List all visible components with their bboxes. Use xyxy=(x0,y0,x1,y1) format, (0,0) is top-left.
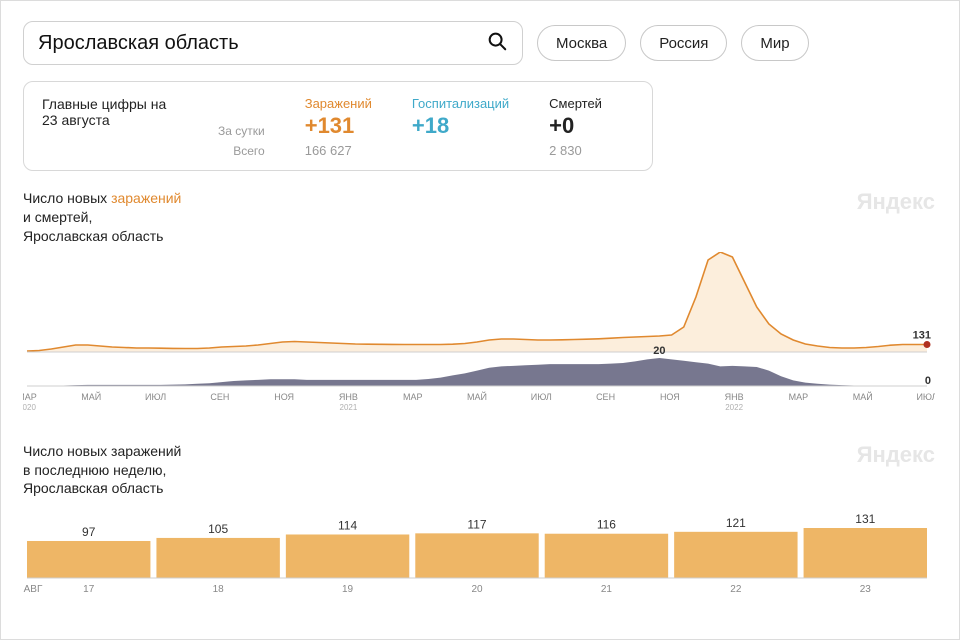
filter-pill-moscow[interactable]: Москва xyxy=(537,25,626,61)
stats-panel: Главные цифры на 23 августа За сутки Все… xyxy=(23,81,653,171)
svg-text:121: 121 xyxy=(726,516,746,530)
watermark-1: Яндекс xyxy=(857,189,935,215)
svg-text:114: 114 xyxy=(338,519,357,533)
stats-title-1: Главные цифры на xyxy=(42,96,202,112)
stat-total-deaths: 2 830 xyxy=(549,143,602,158)
svg-text:131: 131 xyxy=(855,512,875,526)
svg-text:МАЙ: МАЙ xyxy=(467,391,487,402)
svg-text:131: 131 xyxy=(913,329,931,341)
svg-text:97: 97 xyxy=(82,525,96,539)
row-label-total: Всего xyxy=(218,144,265,158)
stat-daily-infections: +131 xyxy=(305,113,372,139)
svg-text:105: 105 xyxy=(208,522,228,536)
svg-text:23: 23 xyxy=(860,584,872,595)
svg-text:МАЙ: МАЙ xyxy=(853,391,873,402)
svg-text:2022: 2022 xyxy=(725,403,743,412)
svg-text:ИЮЛ: ИЮЛ xyxy=(145,392,166,402)
svg-text:0: 0 xyxy=(925,375,931,387)
svg-text:2020: 2020 xyxy=(23,403,36,412)
svg-text:21: 21 xyxy=(601,584,613,595)
stat-label-infections: Заражений xyxy=(305,96,372,111)
svg-text:17: 17 xyxy=(83,584,95,595)
stat-label-deaths: Смертей xyxy=(549,96,602,111)
svg-text:19: 19 xyxy=(342,584,354,595)
svg-text:20: 20 xyxy=(471,584,483,595)
region-search[interactable]: Ярославская область xyxy=(23,21,523,65)
bar-chart-title: Число новых заражений в последнюю неделю… xyxy=(23,442,937,499)
stat-daily-deaths: +0 xyxy=(549,113,602,139)
timeline-chart: 1 747131200МАРМАЙИЮЛСЕННОЯЯНВМАРМАЙИЮЛСЕ… xyxy=(23,252,937,422)
svg-text:18: 18 xyxy=(213,584,225,595)
svg-text:НОЯ: НОЯ xyxy=(274,392,294,402)
filter-pill-russia[interactable]: Россия xyxy=(640,25,727,61)
svg-text:ИЮЛ: ИЮЛ xyxy=(916,392,935,402)
stat-label-hospital: Госпитализаций xyxy=(412,96,509,111)
watermark-2: Яндекс xyxy=(857,442,935,468)
svg-text:МАР: МАР xyxy=(403,392,423,402)
svg-text:СЕН: СЕН xyxy=(596,392,615,402)
svg-text:СЕН: СЕН xyxy=(210,392,229,402)
search-text: Ярославская область xyxy=(38,32,486,55)
stats-title-2: 23 августа xyxy=(42,112,202,128)
header-row: Ярославская область Москва Россия Мир xyxy=(23,21,937,65)
timeline-title: Число новых заражений и смертей, Ярослав… xyxy=(23,189,937,246)
svg-text:22: 22 xyxy=(730,584,742,595)
row-label-daily: За сутки xyxy=(218,124,265,138)
svg-text:20: 20 xyxy=(653,345,665,357)
svg-text:2021: 2021 xyxy=(340,403,358,412)
svg-text:116: 116 xyxy=(597,518,616,532)
svg-text:МАЙ: МАЙ xyxy=(81,391,101,402)
svg-text:ЯНВ: ЯНВ xyxy=(725,392,744,402)
filter-pill-world[interactable]: Мир xyxy=(741,25,808,61)
stat-total-infections: 166 627 xyxy=(305,143,372,158)
svg-text:МАР: МАР xyxy=(789,392,809,402)
svg-text:ЯНВ: ЯНВ xyxy=(339,392,358,402)
search-icon[interactable] xyxy=(486,30,508,57)
stat-daily-hospital: +18 xyxy=(412,113,509,139)
svg-text:117: 117 xyxy=(467,518,486,532)
svg-text:АВГ: АВГ xyxy=(24,584,43,595)
svg-text:НОЯ: НОЯ xyxy=(660,392,680,402)
svg-text:ИЮЛ: ИЮЛ xyxy=(531,392,552,402)
svg-text:МАР: МАР xyxy=(23,392,37,402)
bar-chart-section: Число новых заражений в последнюю неделю… xyxy=(23,442,937,599)
